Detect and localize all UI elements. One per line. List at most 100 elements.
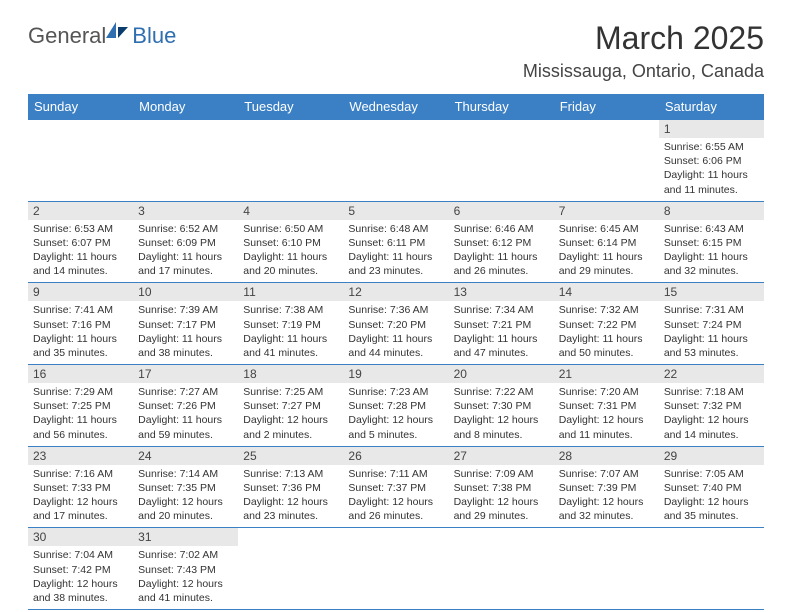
day-number: 25: [238, 447, 343, 465]
day-number: 10: [133, 283, 238, 301]
calendar-cell: 9Sunrise: 7:41 AMSunset: 7:16 PMDaylight…: [28, 283, 133, 365]
day-header: Friday: [554, 94, 659, 120]
day-detail: Sunrise: 7:18 AMSunset: 7:32 PMDaylight:…: [659, 383, 764, 446]
logo: General Blue: [28, 20, 176, 51]
calendar-week: 9Sunrise: 7:41 AMSunset: 7:16 PMDaylight…: [28, 283, 764, 365]
calendar-cell: 5Sunrise: 6:48 AMSunset: 6:11 PMDaylight…: [343, 201, 448, 283]
logo-text-blue: Blue: [132, 23, 176, 49]
calendar-cell: 22Sunrise: 7:18 AMSunset: 7:32 PMDayligh…: [659, 365, 764, 447]
day-number: 24: [133, 447, 238, 465]
calendar-cell: 1Sunrise: 6:55 AMSunset: 6:06 PMDaylight…: [659, 120, 764, 202]
day-number: 23: [28, 447, 133, 465]
calendar-cell: [238, 120, 343, 202]
calendar-cell: [449, 528, 554, 610]
day-detail: Sunrise: 6:46 AMSunset: 6:12 PMDaylight:…: [449, 220, 554, 283]
calendar-cell: 24Sunrise: 7:14 AMSunset: 7:35 PMDayligh…: [133, 446, 238, 528]
day-number: 20: [449, 365, 554, 383]
calendar-cell: [343, 120, 448, 202]
day-detail: Sunrise: 7:39 AMSunset: 7:17 PMDaylight:…: [133, 301, 238, 364]
day-number: 28: [554, 447, 659, 465]
logo-text-general: General: [28, 23, 106, 49]
day-number: 11: [238, 283, 343, 301]
calendar-cell: [449, 120, 554, 202]
calendar-cell: 4Sunrise: 6:50 AMSunset: 6:10 PMDaylight…: [238, 201, 343, 283]
day-detail: Sunrise: 6:45 AMSunset: 6:14 PMDaylight:…: [554, 220, 659, 283]
day-number: 18: [238, 365, 343, 383]
day-number: 14: [554, 283, 659, 301]
day-detail: Sunrise: 7:07 AMSunset: 7:39 PMDaylight:…: [554, 465, 659, 528]
day-header: Tuesday: [238, 94, 343, 120]
calendar-cell: 28Sunrise: 7:07 AMSunset: 7:39 PMDayligh…: [554, 446, 659, 528]
day-number: 7: [554, 202, 659, 220]
day-detail: Sunrise: 7:27 AMSunset: 7:26 PMDaylight:…: [133, 383, 238, 446]
calendar-body: 1Sunrise: 6:55 AMSunset: 6:06 PMDaylight…: [28, 120, 764, 610]
empty-day: [554, 528, 659, 546]
day-number: 13: [449, 283, 554, 301]
calendar-cell: 26Sunrise: 7:11 AMSunset: 7:37 PMDayligh…: [343, 446, 448, 528]
day-number: 15: [659, 283, 764, 301]
day-detail: Sunrise: 6:53 AMSunset: 6:07 PMDaylight:…: [28, 220, 133, 283]
day-detail: Sunrise: 7:13 AMSunset: 7:36 PMDaylight:…: [238, 465, 343, 528]
calendar-week: 30Sunrise: 7:04 AMSunset: 7:42 PMDayligh…: [28, 528, 764, 610]
day-detail: Sunrise: 7:20 AMSunset: 7:31 PMDaylight:…: [554, 383, 659, 446]
empty-day: [449, 120, 554, 138]
empty-day: [343, 120, 448, 138]
day-header: Sunday: [28, 94, 133, 120]
day-detail: Sunrise: 7:34 AMSunset: 7:21 PMDaylight:…: [449, 301, 554, 364]
calendar-cell: 15Sunrise: 7:31 AMSunset: 7:24 PMDayligh…: [659, 283, 764, 365]
calendar-cell: 10Sunrise: 7:39 AMSunset: 7:17 PMDayligh…: [133, 283, 238, 365]
calendar-cell: 11Sunrise: 7:38 AMSunset: 7:19 PMDayligh…: [238, 283, 343, 365]
calendar-cell: 7Sunrise: 6:45 AMSunset: 6:14 PMDaylight…: [554, 201, 659, 283]
calendar-cell: 29Sunrise: 7:05 AMSunset: 7:40 PMDayligh…: [659, 446, 764, 528]
calendar-week: 2Sunrise: 6:53 AMSunset: 6:07 PMDaylight…: [28, 201, 764, 283]
day-detail: Sunrise: 6:52 AMSunset: 6:09 PMDaylight:…: [133, 220, 238, 283]
calendar-cell: [28, 120, 133, 202]
empty-day: [28, 120, 133, 138]
day-number: 29: [659, 447, 764, 465]
title-block: March 2025 Mississauga, Ontario, Canada: [523, 20, 764, 82]
calendar-week: 16Sunrise: 7:29 AMSunset: 7:25 PMDayligh…: [28, 365, 764, 447]
calendar-cell: [659, 528, 764, 610]
empty-day: [343, 528, 448, 546]
calendar-cell: 20Sunrise: 7:22 AMSunset: 7:30 PMDayligh…: [449, 365, 554, 447]
calendar-cell: [554, 528, 659, 610]
day-detail: Sunrise: 7:23 AMSunset: 7:28 PMDaylight:…: [343, 383, 448, 446]
day-number: 21: [554, 365, 659, 383]
day-number: 30: [28, 528, 133, 546]
day-number: 17: [133, 365, 238, 383]
day-number: 6: [449, 202, 554, 220]
day-detail: Sunrise: 7:04 AMSunset: 7:42 PMDaylight:…: [28, 546, 133, 609]
calendar-cell: 17Sunrise: 7:27 AMSunset: 7:26 PMDayligh…: [133, 365, 238, 447]
day-number: 19: [343, 365, 448, 383]
day-detail: Sunrise: 7:11 AMSunset: 7:37 PMDaylight:…: [343, 465, 448, 528]
calendar-cell: 31Sunrise: 7:02 AMSunset: 7:43 PMDayligh…: [133, 528, 238, 610]
calendar-cell: 27Sunrise: 7:09 AMSunset: 7:38 PMDayligh…: [449, 446, 554, 528]
calendar-cell: [343, 528, 448, 610]
day-number: 1: [659, 120, 764, 138]
day-detail: Sunrise: 6:43 AMSunset: 6:15 PMDaylight:…: [659, 220, 764, 283]
day-detail: Sunrise: 7:31 AMSunset: 7:24 PMDaylight:…: [659, 301, 764, 364]
day-detail: Sunrise: 7:02 AMSunset: 7:43 PMDaylight:…: [133, 546, 238, 609]
calendar-head: SundayMondayTuesdayWednesdayThursdayFrid…: [28, 94, 764, 120]
day-detail: Sunrise: 7:38 AMSunset: 7:19 PMDaylight:…: [238, 301, 343, 364]
day-number: 22: [659, 365, 764, 383]
logo-sail-icon: [104, 20, 130, 45]
day-detail: Sunrise: 7:14 AMSunset: 7:35 PMDaylight:…: [133, 465, 238, 528]
day-header: Saturday: [659, 94, 764, 120]
day-detail: Sunrise: 7:32 AMSunset: 7:22 PMDaylight:…: [554, 301, 659, 364]
calendar-cell: 14Sunrise: 7:32 AMSunset: 7:22 PMDayligh…: [554, 283, 659, 365]
day-number: 26: [343, 447, 448, 465]
location-text: Mississauga, Ontario, Canada: [523, 61, 764, 82]
month-title: March 2025: [523, 20, 764, 57]
day-header: Monday: [133, 94, 238, 120]
day-detail: Sunrise: 6:55 AMSunset: 6:06 PMDaylight:…: [659, 138, 764, 201]
day-number: 16: [28, 365, 133, 383]
empty-day: [659, 528, 764, 546]
calendar-cell: 18Sunrise: 7:25 AMSunset: 7:27 PMDayligh…: [238, 365, 343, 447]
calendar-cell: [238, 528, 343, 610]
empty-day: [238, 528, 343, 546]
calendar-cell: 13Sunrise: 7:34 AMSunset: 7:21 PMDayligh…: [449, 283, 554, 365]
day-number: 5: [343, 202, 448, 220]
calendar-week: 23Sunrise: 7:16 AMSunset: 7:33 PMDayligh…: [28, 446, 764, 528]
empty-day: [554, 120, 659, 138]
